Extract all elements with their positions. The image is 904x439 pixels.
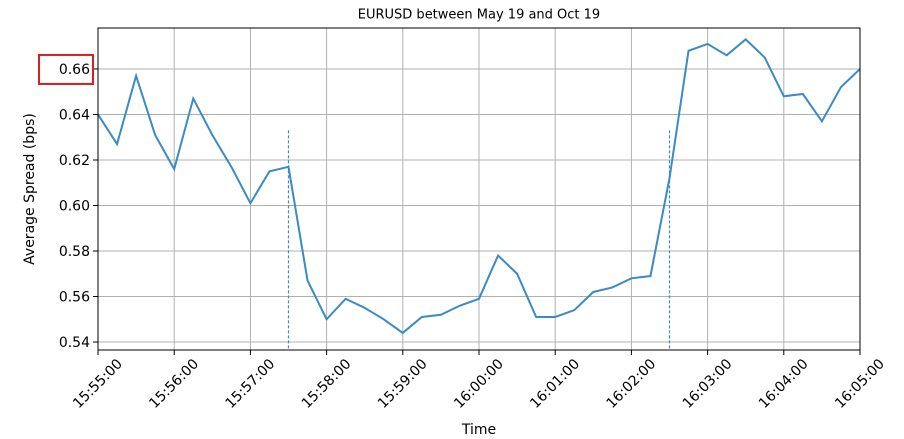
y-tick-label: 0.54 <box>59 335 90 351</box>
x-tick-label: 15:56:00 <box>146 356 202 412</box>
line-series <box>97 38 861 335</box>
x-tick-label: 15:57:00 <box>223 356 279 412</box>
y-tick-label: 0.62 <box>59 153 90 169</box>
x-tick-label: 16:04:00 <box>756 356 812 412</box>
y-tick-label: 0.60 <box>59 198 90 214</box>
highlight-box <box>38 53 94 85</box>
x-tick-label: 16:03:00 <box>680 356 736 412</box>
x-tick-label: 16:02:00 <box>604 356 660 412</box>
plot-frame <box>97 27 861 351</box>
y-tick-label: 0.58 <box>59 244 90 260</box>
x-tick-label: 16:01:00 <box>527 356 583 412</box>
x-tick-label: 16:05:00 <box>832 356 888 412</box>
y-tick-label: 0.56 <box>59 290 90 306</box>
x-tick-label: 15:58:00 <box>299 356 355 412</box>
y-axis-label: Average Spread (bps) <box>22 113 38 265</box>
x-axis-label: Time <box>461 422 496 438</box>
x-tick-label: 15:55:00 <box>70 356 126 412</box>
y-tick-label: 0.66 <box>59 62 90 78</box>
x-tick-label: 15:59:00 <box>375 356 431 412</box>
x-tick-label: 16:00:00 <box>451 356 507 412</box>
chart-title: EURUSD between May 19 and Oct 19 <box>358 8 600 23</box>
y-tick-label: 0.64 <box>59 107 90 123</box>
